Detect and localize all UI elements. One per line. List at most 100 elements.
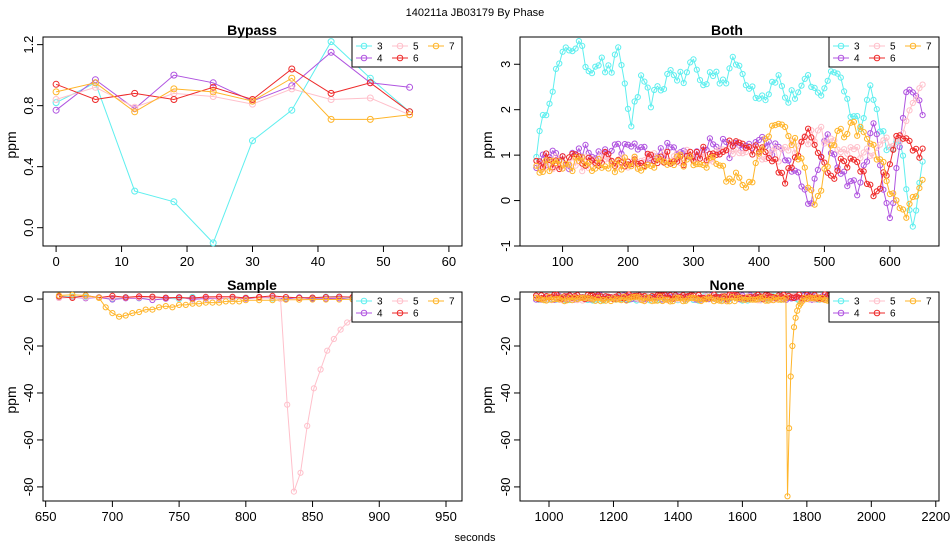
both-series-7-point — [719, 162, 727, 169]
both-series-7-point — [841, 134, 848, 141]
both-series-6-point — [559, 153, 566, 160]
both-series-6-point — [569, 150, 576, 157]
none-legend-label-6: 6 — [890, 309, 896, 320]
panel-none-marks — [533, 291, 919, 500]
sample-series-6-point — [176, 294, 183, 301]
both-series-6-point — [732, 138, 740, 145]
sample-series-7-point — [122, 312, 129, 319]
both-series-4-point — [785, 157, 792, 164]
bypass-series-4-line — [55, 51, 410, 111]
both-series-5-point — [739, 150, 746, 157]
both-series-4-point — [641, 143, 648, 150]
both-series-4-point — [667, 144, 674, 151]
both-series-6-point — [880, 169, 887, 176]
both-legend-label-6: 6 — [890, 54, 896, 65]
none-legend-marker-5 — [873, 297, 881, 305]
both-series-6-point — [700, 143, 707, 150]
both-series-3-point — [703, 81, 710, 88]
both-series-3-point — [755, 95, 763, 102]
both-series-7-point — [611, 169, 619, 176]
none-series-7-point — [661, 296, 669, 303]
none-legend-label-5: 5 — [890, 297, 896, 308]
both-series-3-point — [863, 96, 871, 104]
panel-bypass-axes: 0 10 20 30 40 50 60 0.0 0.4 0.8 1.2 — [21, 36, 456, 269]
both-series-6-point — [605, 151, 612, 158]
both-series-7-point — [899, 206, 907, 213]
sample-series-5-point — [330, 335, 337, 343]
bypass-series-4-point — [52, 106, 60, 114]
sample-series-6-point — [136, 293, 143, 300]
panel-none-frame — [519, 291, 940, 502]
both-series-6-point — [831, 175, 838, 182]
sample-series-7-point — [209, 299, 216, 306]
both-series-7-point — [667, 158, 674, 165]
panel-both-legend: 3 5 7 4 6 — [828, 36, 940, 68]
both-series-3-point — [899, 152, 907, 159]
bypass-series-7-point — [52, 88, 60, 96]
both-series-6-point — [556, 165, 563, 173]
both-series-5-point — [877, 141, 884, 148]
sample-series-5-point — [290, 488, 297, 495]
none-ytick-label: -40 — [498, 384, 513, 403]
sample-series-7-point — [136, 308, 143, 316]
both-series-5-point — [863, 145, 871, 152]
both-series-6-point — [752, 142, 759, 149]
both-series-7-point — [811, 201, 818, 208]
both-series-3-point — [854, 113, 861, 120]
both-series-3-point — [798, 82, 805, 89]
both-series-7-point — [693, 161, 700, 168]
both-series-6-point — [706, 150, 714, 157]
both-series-6-point — [890, 146, 897, 153]
bypass-series-5-point — [131, 103, 139, 111]
sample-series-7-point — [55, 292, 63, 299]
panel-both-axes: 100 200 300 400 500 600 -1 0 1 2 3 — [498, 61, 901, 269]
sample-legend-box — [351, 291, 463, 323]
both-series-7-point — [569, 167, 576, 175]
both-series-7-point — [808, 187, 815, 194]
both-series-7-point — [742, 184, 750, 191]
both-series-6-point — [687, 148, 694, 155]
bypass-series-7-line — [55, 77, 410, 120]
both-series-4-point — [827, 150, 835, 157]
both-series-7-point — [683, 156, 691, 163]
none-series-7-point — [700, 296, 707, 303]
bypass-legend-box — [351, 36, 463, 68]
none-series-7-point — [561, 298, 568, 305]
both-series-6-point — [877, 185, 884, 192]
sample-series-7-point — [149, 306, 156, 313]
both-series-3-point — [539, 111, 547, 119]
bypass-series-3-point — [131, 187, 139, 195]
both-series-5-point — [821, 140, 828, 147]
sample-xtick-label: 850 — [302, 509, 324, 524]
both-series-7-point — [788, 141, 795, 149]
none-legend-label-4: 4 — [854, 309, 860, 320]
none-series-7-point — [680, 298, 687, 305]
both-series-3-point — [723, 80, 730, 87]
both-series-7-point — [729, 178, 736, 185]
bypass-series-7-point — [288, 74, 296, 82]
both-series-7-point — [791, 134, 799, 142]
both-series-3-point — [611, 51, 619, 58]
none-xtick-label: 1200 — [599, 509, 628, 524]
panel-bypass-title: Bypass — [227, 22, 277, 38]
both-series-4-point — [841, 168, 848, 175]
sample-legend-marker-3 — [360, 297, 368, 305]
both-legend-box — [828, 36, 940, 68]
both-series-6-point — [906, 137, 913, 144]
both-series-3-point — [752, 94, 759, 102]
none-series-7-point — [789, 342, 796, 350]
bypass-series-6-point — [327, 89, 335, 97]
both-series-4-point — [788, 168, 795, 175]
both-series-3-point — [824, 77, 831, 84]
panel-both-frame — [519, 36, 940, 247]
sample-series-7-point — [269, 297, 276, 304]
both-series-4-point — [798, 183, 805, 190]
both-series-7-point — [798, 155, 805, 162]
both-series-7-point — [680, 163, 687, 170]
both-series-6-point — [729, 143, 736, 150]
both-series-6-point — [749, 151, 756, 158]
both-series-7-point — [880, 158, 887, 166]
both-series-4-point — [844, 183, 851, 190]
both-series-5-point — [847, 144, 854, 151]
both-series-7-point — [749, 179, 756, 186]
